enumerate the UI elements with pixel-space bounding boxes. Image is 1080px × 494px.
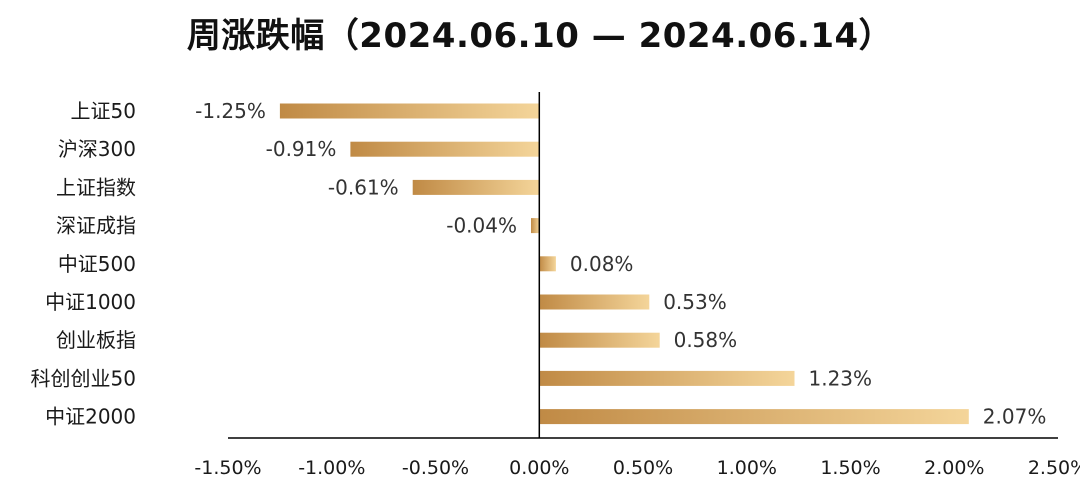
- category-label: 科创创业50: [31, 366, 136, 390]
- bar: [279, 103, 540, 119]
- chart-title: 周涨跌幅（2024.06.10 — 2024.06.14）: [186, 16, 894, 56]
- bar: [539, 370, 795, 386]
- data-label: 0.53%: [663, 290, 727, 314]
- category-label: 上证指数: [56, 175, 136, 199]
- bar: [350, 141, 540, 157]
- data-label: -1.25%: [195, 99, 266, 123]
- labels-group: 上证50 -1.25% 沪深300 -0.91% 上证指数 -0.61% 深证成指 -0.04…: [31, 99, 1047, 429]
- x-tick-label: 1.50%: [820, 457, 880, 479]
- x-tick-label: -1.50%: [194, 457, 261, 479]
- x-tick-label: -0.50%: [402, 457, 469, 479]
- bar: [539, 332, 660, 348]
- axes-group: -1.50% -1.00% -0.50% 0.00% 0.50% 1.00% 1.50% 2.…: [194, 92, 1080, 479]
- data-label: -0.61%: [328, 175, 399, 199]
- category-label: 沪深300: [58, 137, 136, 161]
- data-label: 2.07%: [983, 405, 1047, 429]
- x-tick-label: 2.00%: [924, 457, 984, 479]
- x-tick-label: 0.50%: [613, 457, 673, 479]
- bar: [539, 294, 650, 310]
- x-tick-label: 2.50%: [1028, 457, 1080, 479]
- category-label: 上证50: [71, 99, 136, 123]
- category-label: 创业板指: [56, 328, 136, 352]
- bar: [412, 179, 540, 195]
- category-label: 中证1000: [45, 290, 136, 314]
- bar: [539, 256, 556, 272]
- category-label: 中证500: [58, 252, 136, 276]
- data-label: -0.04%: [446, 214, 517, 238]
- category-label: 中证2000: [45, 405, 136, 429]
- x-tick-label: -1.00%: [298, 457, 365, 479]
- bar: [531, 218, 540, 234]
- data-label: 1.23%: [809, 366, 873, 390]
- x-tick-label: 1.00%: [717, 457, 777, 479]
- category-label: 深证成指: [56, 214, 136, 238]
- bar: [539, 409, 969, 425]
- data-label: 0.08%: [570, 252, 634, 276]
- data-label: -0.91%: [266, 137, 337, 161]
- data-label: 0.58%: [674, 328, 738, 352]
- bars-group: [279, 103, 969, 425]
- x-tick-label: 0.00%: [509, 457, 569, 479]
